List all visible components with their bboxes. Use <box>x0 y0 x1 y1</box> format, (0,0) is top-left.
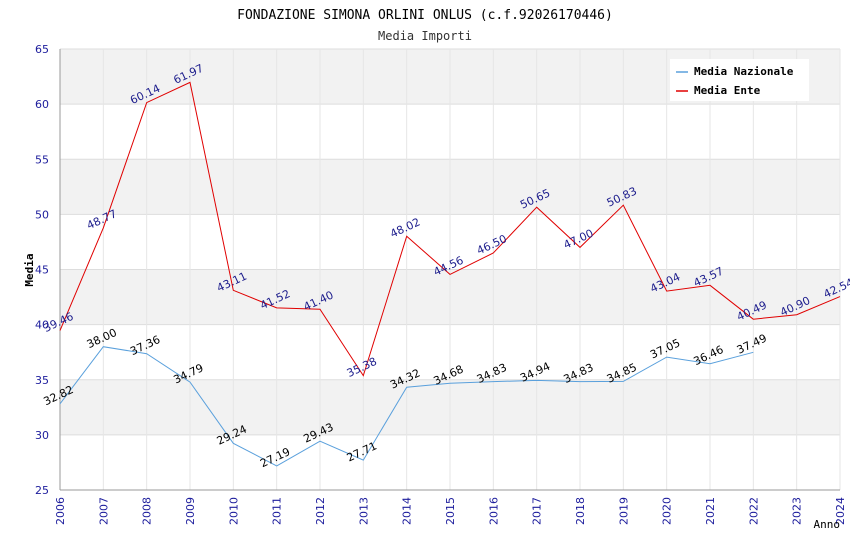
series-line-media-ente <box>59 81 841 377</box>
y-tick-label: 40 <box>35 319 49 332</box>
x-tick-label: 2017 <box>531 497 544 525</box>
chart-subtitle: Media Importi <box>378 29 472 43</box>
data-label-media-ente: 48.02 <box>388 215 422 240</box>
y-tick-label: 65 <box>35 43 49 56</box>
y-tick-label: 30 <box>35 429 49 442</box>
x-tick-label: 2024 <box>834 497 847 525</box>
x-tick-label: 2007 <box>97 497 110 525</box>
y-tick-label: 45 <box>35 264 49 277</box>
y-tick-label: 25 <box>35 484 49 497</box>
x-tick-label: 2014 <box>401 497 414 525</box>
x-tick-label: 2008 <box>141 497 154 525</box>
legend: Media Nazionale Media Ente <box>670 59 809 101</box>
x-tick-label: 2012 <box>314 497 327 525</box>
data-label-media-ente: 39.46 <box>41 310 75 335</box>
data-label-media-nazionale: 37.36 <box>128 333 162 358</box>
legend-box <box>670 59 809 101</box>
legend-label-media-nazionale: Media Nazionale <box>694 65 794 78</box>
y-tick-label: 35 <box>35 374 49 387</box>
x-tick-label: 2006 <box>54 497 67 525</box>
x-tick-label: 2020 <box>661 497 674 525</box>
x-tick-labels: 2006 2007 2008 2009 2010 2011 2012 2013 2014 2015… <box>54 497 847 525</box>
data-label-media-nazionale: 38.00 <box>85 326 119 351</box>
chart-title: FONDAZIONE SIMONA ORLINI ONLUS (c.f.9202… <box>237 8 613 23</box>
legend-label-media-ente: Media Ente <box>694 84 761 97</box>
data-label-media-ente: 35.38 <box>345 355 379 380</box>
data-label-media-nazionale: 36.46 <box>691 343 725 368</box>
y-axis-label: Media <box>23 253 36 286</box>
y-tick-label: 55 <box>35 153 49 166</box>
y-tick-label: 50 <box>35 208 49 221</box>
data-label-media-ente: 47.00 <box>561 227 595 252</box>
axes <box>59 49 840 491</box>
y-tick-label: 60 <box>35 98 49 111</box>
data-label-media-nazionale: 27.71 <box>345 439 379 464</box>
y-tick-labels: 25 30 35 40 45 50 55 60 65 <box>35 43 49 497</box>
x-tick-label: 2019 <box>617 497 630 525</box>
x-tick-label: 2022 <box>747 497 760 525</box>
x-tick-label: 2015 <box>444 497 457 525</box>
series-line-media-nazionale <box>59 346 754 467</box>
x-tick-label: 2016 <box>487 497 500 525</box>
x-tick-label: 2023 <box>791 497 804 525</box>
x-tick-label: 2010 <box>227 497 240 525</box>
data-label-media-nazionale: 27.19 <box>258 445 292 470</box>
x-tick-label: 2018 <box>574 497 587 525</box>
x-tick-label: 2021 <box>704 497 717 525</box>
x-tick-label: 2009 <box>184 497 197 525</box>
x-tick-label: 2011 <box>271 497 284 525</box>
x-axis-label: Anno <box>814 518 841 531</box>
x-tick-label: 2013 <box>357 497 370 525</box>
